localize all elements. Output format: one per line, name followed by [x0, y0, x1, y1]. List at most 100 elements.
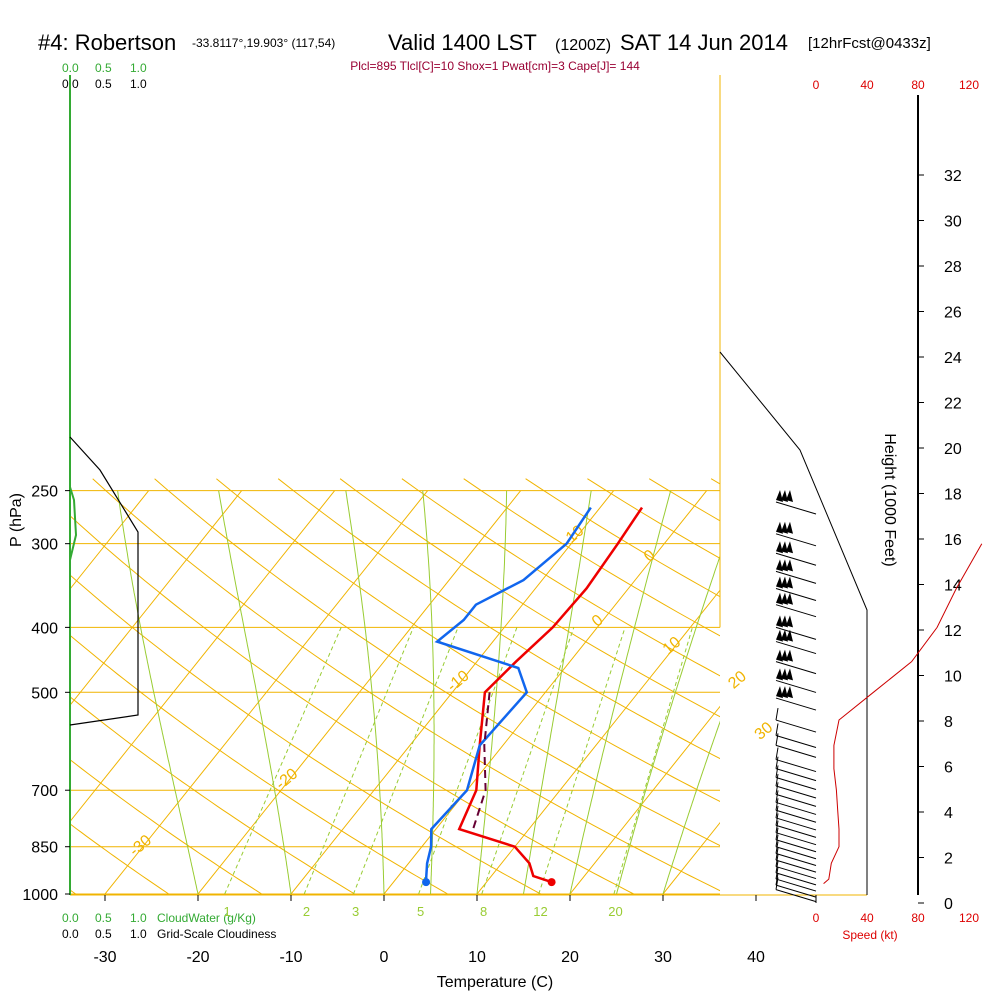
isotherm-40	[756, 491, 1000, 894]
utc-time: (1200Z)	[555, 37, 611, 54]
valid-time: Valid 1400 LST	[388, 30, 537, 55]
isotherm-20	[569, 705, 720, 895]
wind-barb-890	[775, 848, 817, 873]
dry-adiabat-320	[154, 478, 720, 847]
wind-barb-staff	[775, 824, 817, 838]
wind-profile	[775, 490, 983, 903]
wind-barb-330	[775, 559, 817, 584]
y-tick-label-700: 700	[31, 783, 58, 800]
wind-barb-flag	[776, 592, 783, 605]
height-tick-label-20: 20	[944, 441, 962, 458]
speed-top-40: 40	[860, 78, 874, 92]
wind-barb-flag	[781, 592, 788, 605]
speed-bot-120: 120	[959, 911, 979, 925]
wind-barb-staff	[775, 809, 817, 823]
wind-barb-770	[775, 805, 817, 831]
wind-barb-950	[775, 866, 817, 892]
y-tick-label-1000: 1000	[22, 887, 58, 904]
isotherm--10	[290, 490, 615, 895]
cloud-top-black-1: 0.5	[95, 77, 112, 91]
mixing-ratio-label-2: 2	[303, 904, 310, 919]
station-title: #4: Robertson	[38, 30, 176, 55]
wind-barb-feather	[775, 860, 779, 873]
y-tick-label-850: 850	[31, 840, 58, 857]
wind-barb-staff	[775, 679, 817, 693]
wind-barb-350	[775, 576, 817, 602]
dry-adiabat-300	[70, 515, 637, 895]
wind-barb-830	[775, 827, 817, 853]
wind-barb-690	[775, 773, 817, 799]
wind-barb-flag	[786, 686, 793, 699]
dewpoint-surface-point	[422, 878, 431, 887]
wind-barb-staff	[775, 793, 817, 807]
wind-barb-flag	[776, 541, 783, 554]
wind-barb-feather	[775, 798, 779, 811]
cloud-top-green-1: 0.5	[95, 61, 112, 75]
wind-barb-feather	[775, 765, 779, 778]
cloud-bot-green-0: 0.0	[62, 911, 79, 925]
wind-barb-flag	[786, 490, 793, 503]
height-tick-label-8: 8	[944, 714, 953, 731]
wind-barb-flag	[776, 649, 783, 662]
wind-barb-staff	[775, 817, 817, 831]
wind-barb-flag	[786, 576, 793, 589]
dry-adiabat-270	[70, 696, 358, 895]
x-axis-label: Temperature (C)	[437, 974, 553, 991]
dry-adiabat-350	[339, 478, 720, 718]
mixing-ratio-label-1: 1	[224, 904, 231, 919]
wind-barb-feather	[775, 723, 779, 736]
height-tick-label-24: 24	[944, 350, 962, 367]
isotherm-60	[942, 491, 1000, 894]
moist-adiabat-10	[476, 490, 508, 895]
dewpoint-line	[424, 506, 592, 883]
wind-barb-985	[775, 877, 817, 903]
wind-barb-feather	[775, 834, 779, 847]
height-tick-label-26: 26	[944, 305, 962, 322]
wind-barb-flag	[781, 686, 788, 699]
cloud-profile	[69, 436, 139, 726]
wind-barb-flag	[781, 649, 788, 662]
wind-barb-staff	[775, 744, 817, 758]
wind-barb-flag	[776, 668, 783, 681]
wind-barb-910	[775, 854, 817, 880]
height-tick-label-16: 16	[944, 532, 962, 549]
dry-adiabat-330	[216, 478, 720, 803]
station-coords: -33.8117°,19.903° (117,54)	[192, 36, 335, 50]
y-axis-label: P (hPa)	[8, 493, 25, 547]
wind-barb-staff	[775, 852, 817, 866]
thermo-grid	[70, 478, 1000, 895]
cloud-bot-green-2: 1.0	[130, 911, 147, 925]
x-tick-label-40: 40	[747, 949, 765, 966]
wind-barb-260	[775, 490, 817, 515]
dry-adiabat-260	[70, 759, 265, 895]
cloudiness-label: Grid-Scale Cloudiness	[157, 927, 276, 941]
parcel-line	[472, 692, 491, 830]
wind-barb-flag	[776, 490, 783, 503]
height-tick-label-32: 32	[944, 168, 962, 185]
wind-barb-930	[775, 860, 817, 886]
isotherm--30	[104, 490, 429, 895]
wind-barb-feather	[775, 848, 779, 861]
moist-adiabat-20	[569, 490, 672, 895]
height-tick-label-18: 18	[944, 487, 962, 504]
wind-barb-feather	[775, 733, 779, 746]
cloud-water-line	[69, 486, 78, 561]
plot-frame	[69, 75, 868, 896]
temperature-surface-point	[547, 878, 556, 887]
isotherm--50	[70, 490, 243, 707]
height-guide-line	[719, 351, 868, 895]
wind-barb-flag	[786, 541, 793, 554]
wind-barb-staff	[775, 889, 817, 903]
cloud-bot-black-2: 1.0	[130, 927, 147, 941]
dry-adiabat-290	[70, 574, 544, 895]
wind-barb-staff	[775, 884, 817, 898]
wind-barb-staff	[775, 604, 817, 618]
isotherm-label-0: 0	[641, 547, 659, 566]
wind-barb-flag	[776, 686, 783, 699]
wind-barb-flag	[781, 559, 788, 572]
dry-adiabat-380	[525, 478, 720, 598]
height-axis-label: Height (1000 Feet)	[881, 433, 898, 566]
wind-barb-flag	[786, 559, 793, 572]
height-tick-label-14: 14	[944, 578, 962, 595]
